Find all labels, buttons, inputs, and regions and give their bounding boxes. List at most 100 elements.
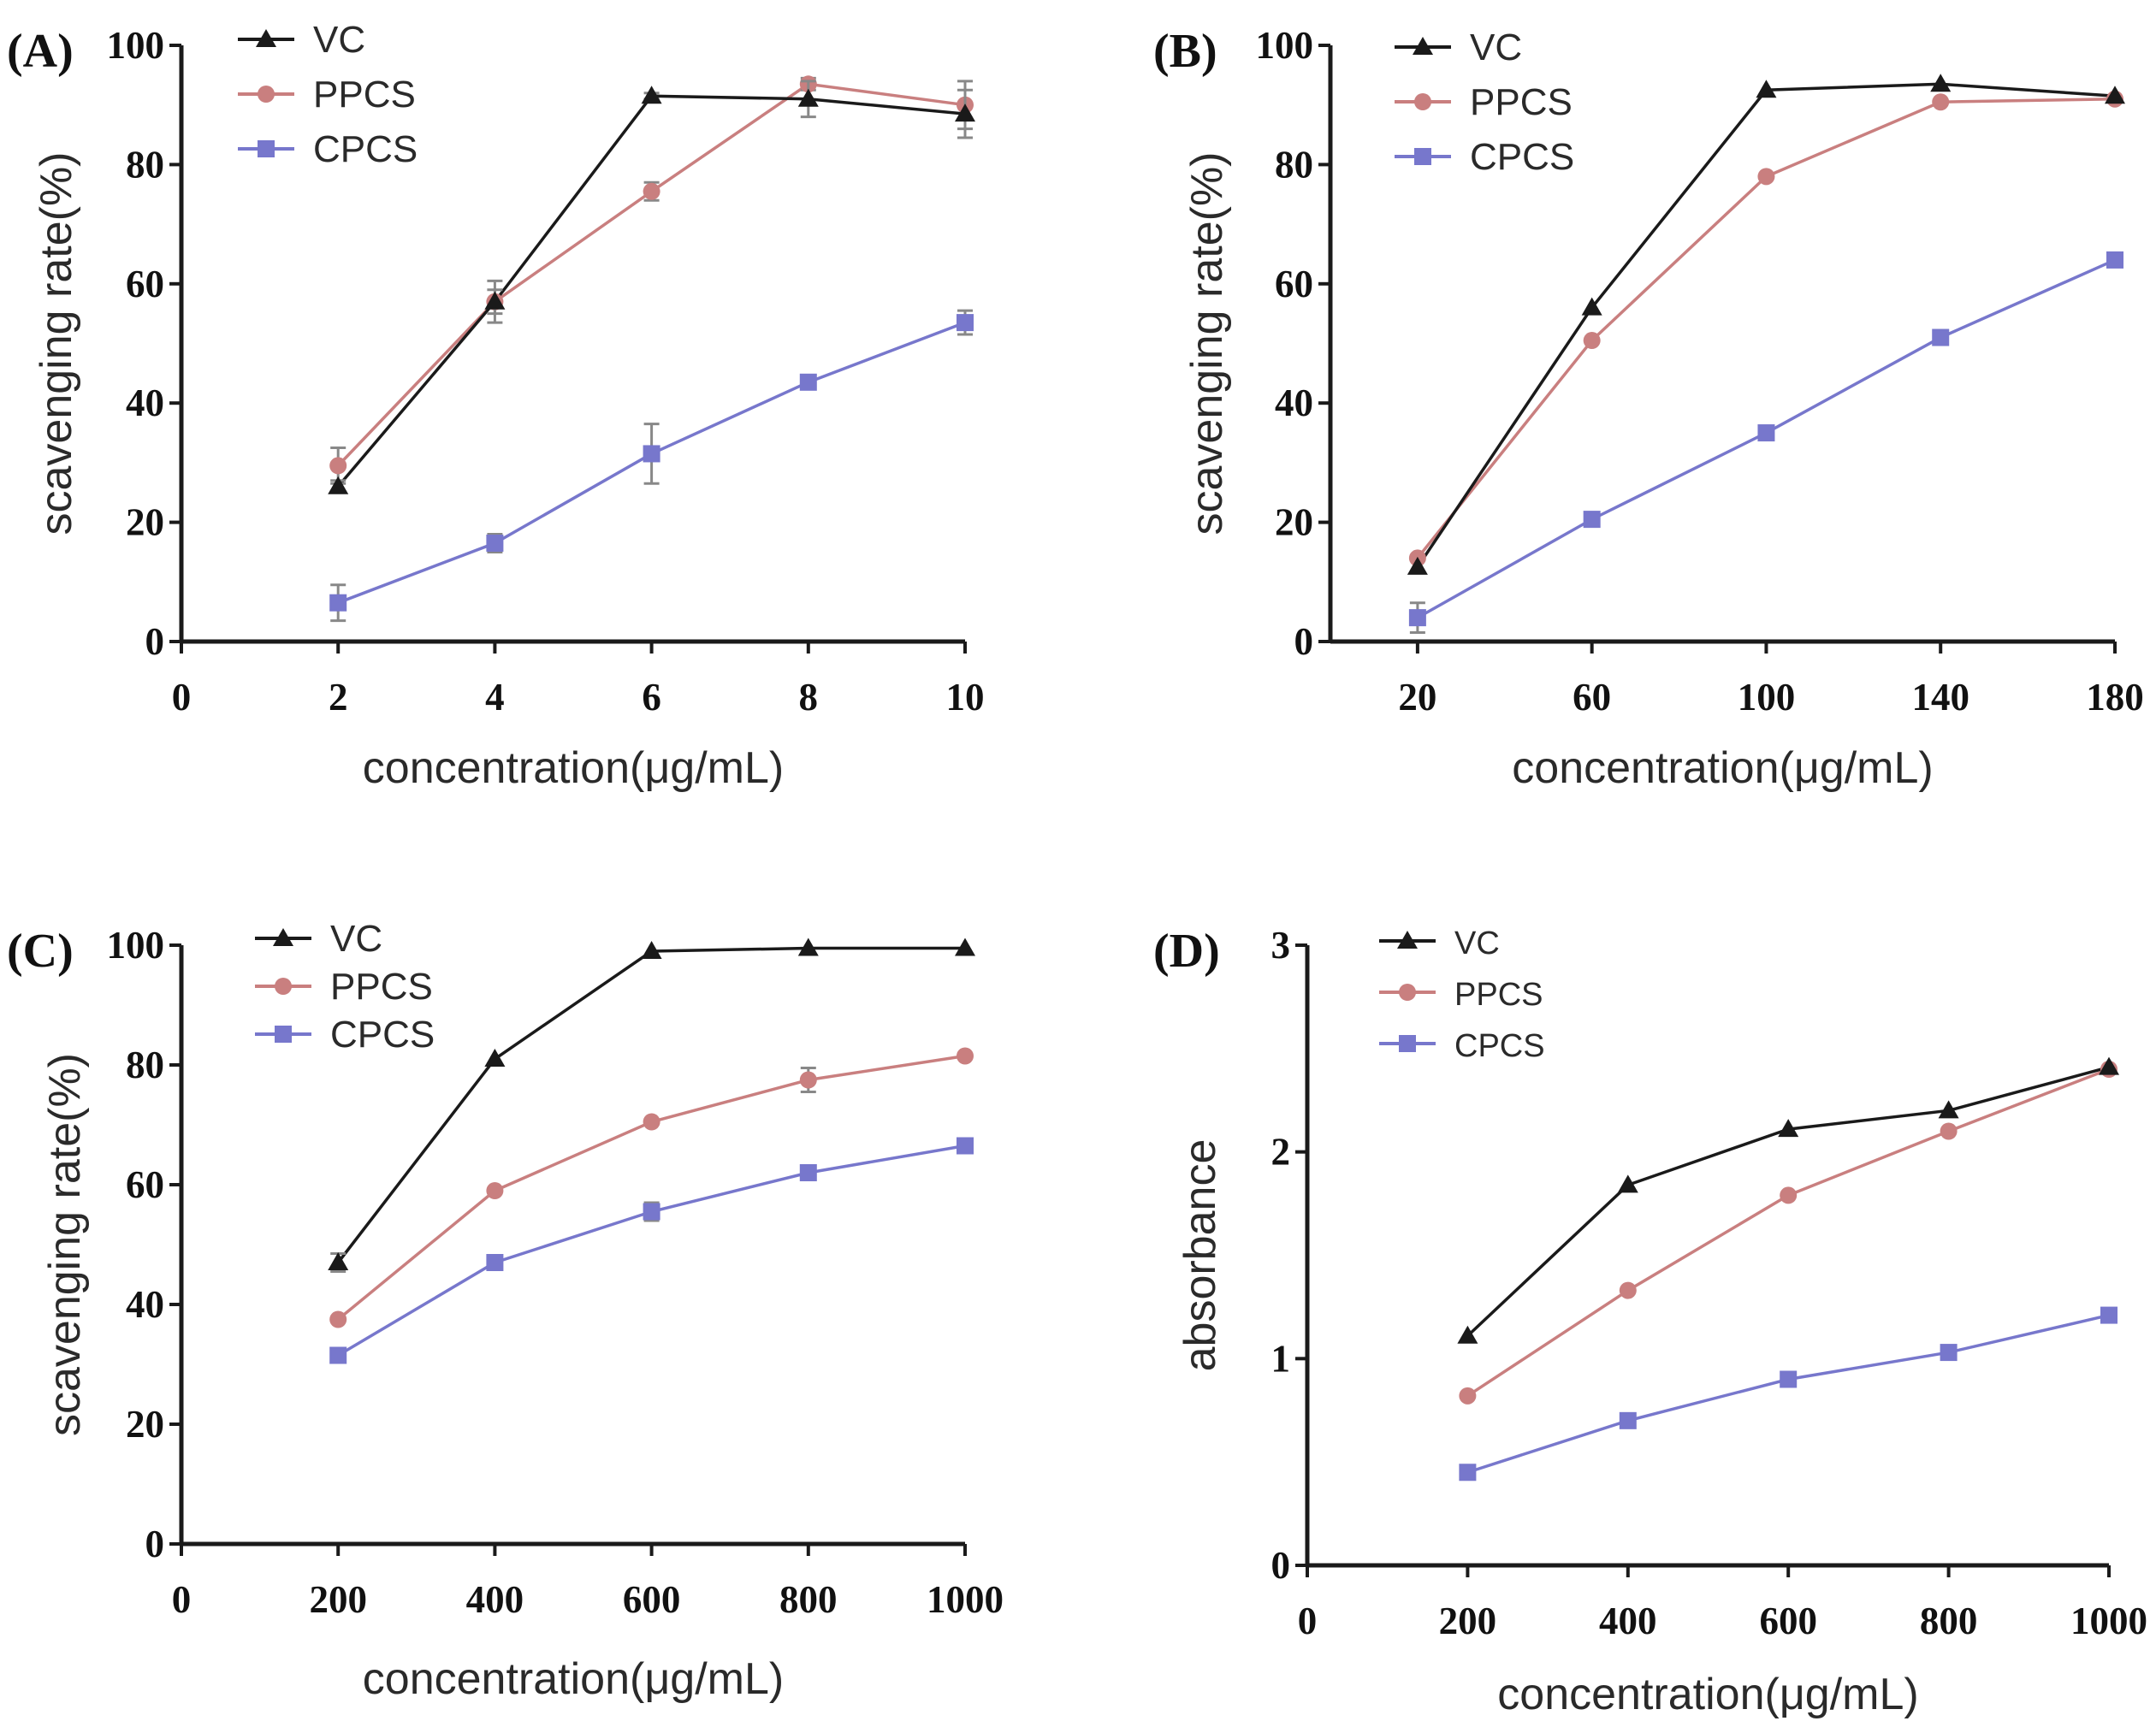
y-tick-label: 100	[107, 24, 165, 67]
data-point-cpcs	[643, 1203, 660, 1221]
y-tick-label: 0	[145, 620, 165, 663]
data-point-vc	[2099, 1056, 2119, 1075]
x-tick-label: 8	[799, 676, 819, 719]
data-point-ppcs	[1757, 168, 1775, 186]
data-point-vc	[797, 937, 819, 956]
y-tick-label: 60	[126, 1163, 164, 1206]
x-tick-label: 180	[2086, 676, 2144, 719]
x-tick-label: 140	[1911, 676, 1969, 719]
legend-label-vc: VC	[330, 918, 382, 960]
x-tick-label: 60	[1573, 676, 1611, 719]
x-tick-label: 6	[642, 676, 661, 719]
legend-label-ppcs: PPCS	[330, 966, 433, 1008]
legend-marker-cpcs	[1414, 148, 1431, 165]
panel-label: (A)	[7, 25, 74, 78]
legend-marker-vc	[1397, 931, 1418, 949]
panel-label: (C)	[7, 925, 74, 978]
legend-marker-vc	[273, 928, 293, 946]
legend-marker-vc	[1413, 37, 1433, 55]
data-point-cpcs	[486, 1254, 504, 1271]
data-point-cpcs	[957, 1137, 974, 1155]
x-tick-label: 1000	[927, 1578, 1004, 1621]
legend-label-cpcs: CPCS	[1454, 1028, 1545, 1064]
data-point-vc	[1407, 556, 1428, 575]
legend-marker-ppcs	[275, 978, 292, 995]
data-point-ppcs	[329, 1310, 347, 1328]
data-point-vc	[1581, 297, 1602, 316]
x-tick-label: 200	[1439, 1600, 1497, 1642]
data-point-vc	[328, 476, 349, 494]
x-tick-label: 800	[1920, 1600, 1978, 1642]
y-tick-label: 3	[1271, 924, 1291, 967]
data-point-cpcs	[643, 445, 660, 463]
data-point-ppcs	[486, 1182, 504, 1199]
y-tick-label: 2	[1271, 1131, 1291, 1174]
data-point-ppcs	[643, 1113, 660, 1131]
x-tick-label: 0	[1298, 1600, 1318, 1642]
y-tick-label: 80	[1275, 143, 1313, 186]
x-tick-label: 400	[466, 1578, 524, 1621]
x-tick-label: 0	[172, 1578, 192, 1621]
x-tick-label: 400	[1599, 1600, 1657, 1642]
data-point-vc	[1457, 1325, 1478, 1344]
x-tick-label: 2	[329, 676, 348, 719]
data-point-ppcs	[799, 1071, 817, 1089]
series-line-ppcs	[1466, 1068, 2110, 1398]
data-point-cpcs	[799, 1164, 817, 1181]
data-point-vc	[955, 104, 975, 122]
legend-label-ppcs: PPCS	[1454, 977, 1543, 1013]
data-point-ppcs	[643, 182, 660, 200]
data-point-vc	[1756, 80, 1777, 98]
series-line-cpcs	[337, 1144, 966, 1357]
y-axis-title: scavenging rate(%)	[40, 1053, 90, 1436]
x-tick-label: 200	[309, 1578, 367, 1621]
x-tick-label: 600	[1759, 1600, 1817, 1642]
x-tick-label: 10	[946, 676, 985, 719]
chart-panel-a: 0 20 40 60 80 100 0 2 4 6 8 10 concentration(μg/mL) s…	[7, 19, 985, 793]
y-tick-label: 100	[107, 924, 165, 967]
data-point-ppcs	[1619, 1281, 1637, 1299]
y-tick-label: 60	[1275, 263, 1313, 305]
data-point-cpcs	[2106, 251, 2123, 269]
data-point-vc	[641, 941, 662, 959]
data-point-ppcs	[1940, 1122, 1958, 1140]
data-point-ppcs	[957, 1047, 974, 1065]
data-point-vc	[797, 88, 819, 107]
y-tick-label: 100	[1256, 24, 1314, 67]
data-point-cpcs	[1619, 1411, 1637, 1429]
y-tick-label: 40	[126, 1283, 164, 1326]
y-tick-label: 20	[126, 1403, 164, 1446]
legend-marker-ppcs	[258, 86, 275, 103]
data-point-vc	[1778, 1119, 1799, 1138]
x-axis-title: concentration(μg/mL)	[1512, 743, 1933, 793]
data-point-cpcs	[329, 1346, 347, 1364]
legend-marker-ppcs	[1414, 93, 1431, 110]
legend-label-cpcs: CPCS	[313, 128, 418, 170]
data-point-vc	[641, 86, 662, 104]
data-point-cpcs	[957, 314, 974, 332]
series-line-ppcs	[337, 1054, 966, 1321]
chart-panel-d: 0 1 2 3 0 200 400 600 800 1000 concentration(μg/mL…	[1153, 924, 2147, 1719]
panel-label: (B)	[1153, 25, 1217, 78]
y-axis-title: scavenging rate(%)	[32, 152, 81, 535]
data-point-cpcs	[799, 373, 817, 391]
data-point-cpcs	[1932, 328, 1950, 346]
legend-marker-ppcs	[1399, 984, 1416, 1001]
data-point-cpcs	[1408, 609, 1426, 627]
x-axis-title: concentration(μg/mL)	[363, 1654, 784, 1704]
x-tick-label: 0	[172, 676, 192, 719]
x-tick-label: 1000	[2070, 1600, 2147, 1642]
legend-marker-vc	[256, 29, 276, 47]
legend-label-ppcs: PPCS	[1470, 81, 1573, 123]
data-point-vc	[1930, 74, 1952, 92]
data-point-cpcs	[1757, 424, 1775, 442]
data-point-vc	[2105, 86, 2125, 104]
y-tick-label: 40	[1275, 381, 1313, 424]
data-point-ppcs	[1583, 332, 1601, 350]
chart-panel-b: 0 20 40 60 80 100 20 60 100 140 180 concentration(μ…	[1153, 24, 2144, 793]
data-point-cpcs	[1940, 1344, 1958, 1362]
y-tick-label: 60	[126, 263, 164, 305]
legend-label-cpcs: CPCS	[1470, 136, 1574, 178]
